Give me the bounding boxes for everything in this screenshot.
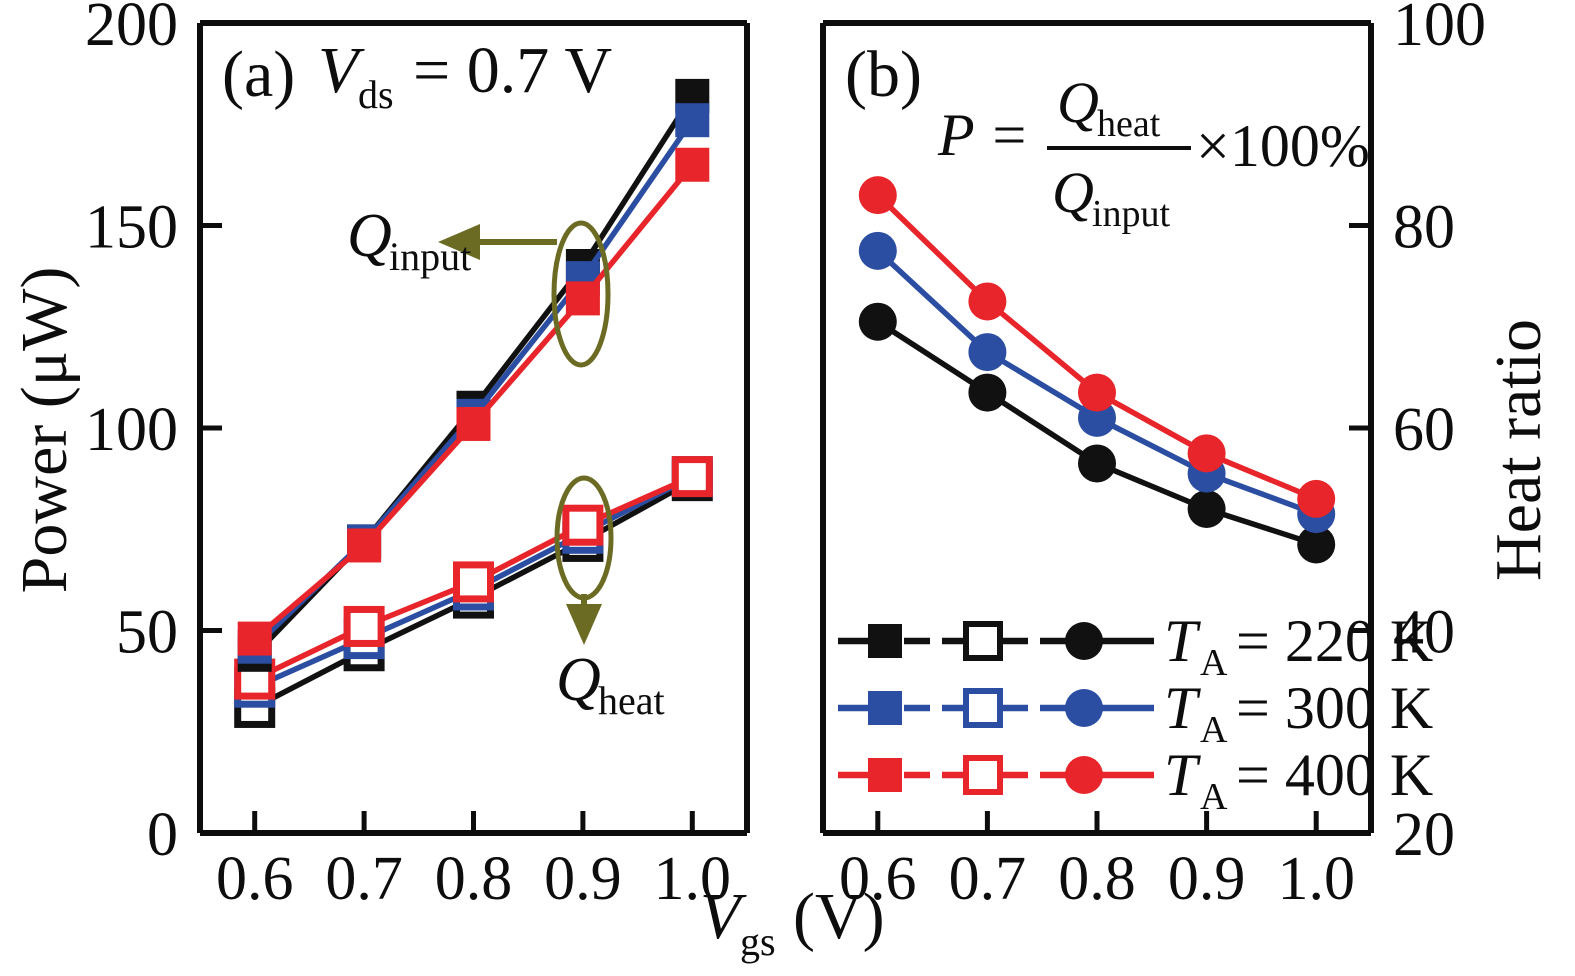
q-input-subscript: input (389, 234, 471, 279)
legend-item[interactable]: T A = 300 K (838, 675, 1433, 751)
panel-b-data-point (858, 176, 897, 215)
legend-temp-label: = 220 K (1236, 608, 1433, 674)
panel-b-xtick-label: 0.7 (949, 845, 1027, 913)
formula-numerator-symbol: Q (1057, 70, 1099, 135)
legend-item[interactable]: T A = 400 K (838, 742, 1433, 818)
legend-circle-marker (1065, 622, 1103, 660)
legend-open-square-marker (963, 688, 1003, 728)
vgs-subscript: gs (740, 919, 776, 964)
legend-item[interactable]: T A = 220 K (838, 608, 1433, 684)
formula-numerator-subscript: heat (1097, 103, 1161, 145)
panel-b-data-point (968, 373, 1007, 412)
panel-b-ytick-label: 100 (1393, 0, 1486, 59)
legend-filled-square-marker (868, 758, 902, 792)
q-heat-arrow-head (566, 604, 602, 645)
legend-temp-label: = 300 K (1236, 675, 1433, 741)
q-heat-symbol: Q (556, 646, 601, 714)
vds-subscript: ds (358, 72, 394, 117)
panel-a-data-point (562, 504, 604, 546)
panel-b-data-point (1187, 434, 1226, 473)
panel-a-data-point (565, 281, 600, 316)
panel-a-y-axis-title: Power (μW) (8, 267, 81, 594)
panel-b-data-point (1297, 479, 1336, 518)
panel-b-data-point (1078, 373, 1116, 412)
q-input-arrow-head (438, 224, 480, 260)
q-heat-subscript: heat (598, 678, 665, 723)
formula-denominator-subscript: input (1092, 193, 1171, 235)
legend-temp-subscript: A (1200, 642, 1228, 684)
panel-b-data-point (1187, 490, 1226, 528)
panel-a-ytick-label: 150 (85, 194, 178, 262)
formula-denominator-symbol: Q (1052, 160, 1094, 225)
legend: T A = 220 KT A = 300 KT A = 400 K (838, 608, 1433, 818)
legend-circle-marker (1065, 689, 1103, 727)
panel-b-xtick-label: 1.0 (1277, 845, 1355, 913)
panel-a-xtick-label: 0.9 (544, 845, 622, 913)
panel-b-data-point (1297, 525, 1336, 564)
panel-a-xtick-label: 0.8 (435, 845, 513, 913)
panel-b: 20 40 60 80 100 0.6 0.7 0.8 0.9 1.0 (b) Heat ratio P… (820, 0, 1555, 913)
legend-open-square-marker (963, 621, 1003, 661)
legend-temp-label: = 400 K (1236, 742, 1433, 808)
legend-open-square-marker (963, 755, 1003, 795)
panel-b-data-point (858, 231, 897, 270)
formula-lhs: P = (937, 102, 1029, 168)
panel-a-ytick-label: 100 (85, 396, 178, 464)
panel-a-data-point (675, 147, 710, 182)
vgs-symbol: V (700, 880, 747, 953)
panel-a-data-point (453, 561, 494, 603)
legend-filled-square-marker (868, 624, 902, 658)
panel-b-data-point (858, 302, 897, 341)
formula-rhs: ×100% (1196, 113, 1370, 179)
vds-value: = 0.7 V (413, 34, 612, 107)
panel-a-data-point (675, 103, 710, 138)
legend-temp-symbol: T (1164, 675, 1201, 741)
vgs-unit: (V) (793, 880, 885, 953)
legend-temp-subscript: A (1200, 709, 1228, 751)
q-input-ellipse (551, 220, 611, 368)
panel-b-data-point (968, 333, 1007, 372)
panel-a-label: (a) (222, 38, 295, 111)
panel-b-y-axis-title: Heat ratio (1482, 319, 1555, 581)
panel-b-xtick-label: 0.6 (839, 845, 917, 913)
legend-temp-symbol: T (1164, 608, 1201, 674)
legend-temp-subscript: A (1200, 776, 1228, 818)
panel-a-xtick-label: 0.6 (216, 845, 294, 913)
vds-symbol: V (318, 34, 365, 107)
panel-a-data-point (671, 456, 713, 498)
panel-b-label: (b) (845, 38, 922, 111)
panel-a-data-point (347, 528, 382, 563)
panel-a-data-point (237, 621, 272, 656)
panel-a-data-point (456, 406, 491, 441)
panel-b-data-point (1078, 444, 1116, 483)
panel-b-xtick-label: 0.8 (1058, 845, 1136, 913)
q-input-symbol: Q (347, 202, 392, 270)
panel-a-data-point (343, 605, 385, 647)
panel-a-ytick-label: 200 (85, 0, 178, 59)
panel-b-ytick-label: 40 (1393, 599, 1455, 667)
panel-b-data-point (968, 282, 1007, 321)
legend-circle-marker (1065, 756, 1103, 794)
panel-a-ytick-label: 0 (147, 801, 178, 869)
panel-a-ytick-label: 50 (116, 599, 178, 667)
panel-b-ytick-label: 80 (1393, 194, 1455, 262)
panel-a-xtick-label: 1.0 (654, 845, 732, 913)
legend-filled-square-marker (868, 691, 902, 725)
panel-a-xtick-label: 0.7 (325, 845, 403, 913)
panel-b-ytick-label: 60 (1393, 396, 1455, 464)
panel-b-xtick-label: 0.9 (1168, 845, 1246, 913)
panel-b-ytick-label: 20 (1393, 801, 1455, 869)
legend-temp-symbol: T (1164, 742, 1201, 808)
